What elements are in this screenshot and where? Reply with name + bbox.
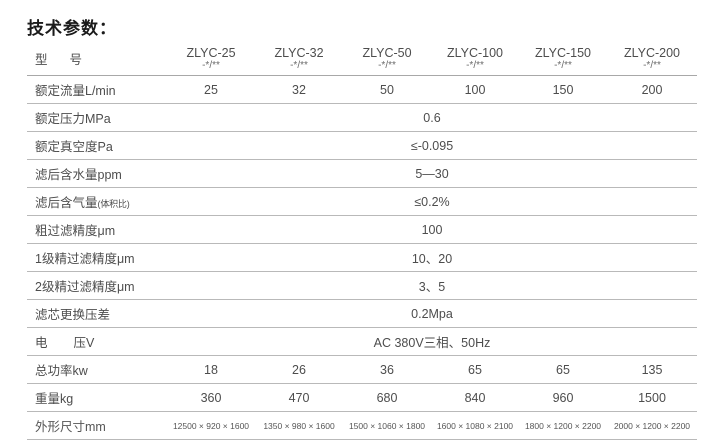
- value-cell: 1500 × 1060 × 1800: [343, 411, 431, 440]
- row-label: 1级精过滤精度μm: [27, 243, 167, 272]
- value-cell: 1600 × 1080 × 2100: [431, 411, 519, 440]
- table-row: 粗过滤精度μm 100: [27, 215, 697, 244]
- merged-value-cell: 0.6: [167, 103, 697, 132]
- model-name: ZLYC-25: [186, 45, 236, 60]
- table-header-row: 型号 ZLYC-25 -*/** ZLYC-32 -*/** ZLYC-50 -*/** ZL…: [27, 41, 697, 76]
- header-model-label: 型号: [27, 41, 167, 76]
- value-cell: 470: [255, 383, 343, 412]
- model-name: ZLYC-150: [534, 45, 592, 60]
- value-cell: 18: [167, 355, 255, 384]
- model-suffix: -*/**: [290, 59, 308, 71]
- row-label: 电 压V: [27, 327, 167, 356]
- table-row: 电 压V AC 380V三相、50Hz: [27, 327, 697, 356]
- table-row: 滤后含气量(体积比) ≤0.2%: [27, 187, 697, 216]
- merged-value-cell: 0.2Mpa: [167, 299, 697, 328]
- row-label: 外形尺寸mm: [27, 411, 167, 440]
- row-label: 滤芯更换压差: [27, 299, 167, 328]
- value-cell: 1500: [607, 383, 697, 412]
- row-label-text: 额定真空度Pa: [35, 140, 113, 154]
- header-model-label-right: 号: [69, 52, 83, 67]
- table-row: 重量kg 360 470 680 840 960 1500: [27, 383, 697, 412]
- model-name: ZLYC-50: [362, 45, 412, 60]
- value-cell: 960: [519, 383, 607, 412]
- model-suffix: -*/**: [378, 59, 396, 71]
- row-label-right: 压V: [73, 336, 95, 350]
- model-suffix: -*/**: [202, 59, 220, 71]
- model-header-cell: ZLYC-32 -*/**: [255, 41, 343, 76]
- row-label-text: 粗过滤精度μm: [35, 224, 116, 238]
- table-row: 额定流量L/min 25 32 50 100 150 200: [27, 75, 697, 104]
- table-row: 1级精过滤精度μm 10、20: [27, 243, 697, 272]
- model-name: ZLYC-200: [623, 45, 681, 60]
- value-cell: 200: [607, 75, 697, 104]
- row-label: 重量kg: [27, 383, 167, 412]
- row-label-text: 1级精过滤精度μm: [35, 252, 135, 266]
- row-label: 2级精过滤精度μm: [27, 271, 167, 300]
- table-row: 额定压力MPa 0.6: [27, 103, 697, 132]
- merged-value-cell: 3、5: [167, 271, 697, 300]
- merged-value-cell: 10、20: [167, 243, 697, 272]
- model-name: ZLYC-100: [446, 45, 504, 60]
- row-label-text: 总功率kw: [35, 364, 88, 378]
- model-header-cell: ZLYC-100 -*/**: [431, 41, 519, 76]
- row-label-text: 外形尺寸mm: [35, 420, 106, 434]
- model-suffix: -*/**: [554, 59, 572, 71]
- row-label-text: 2级精过滤精度μm: [35, 280, 135, 294]
- technical-parameters-table: 型号 ZLYC-25 -*/** ZLYC-32 -*/** ZLYC-50 -*/** ZL…: [27, 41, 697, 440]
- merged-value-cell: ≤-0.095: [167, 131, 697, 160]
- model-suffix: -*/**: [643, 59, 661, 71]
- row-label: 额定真空度Pa: [27, 131, 167, 160]
- value-cell: 32: [255, 75, 343, 104]
- table-row: 滤后含水量ppm 5—30: [27, 159, 697, 188]
- row-label: 额定流量L/min: [27, 75, 167, 104]
- merged-value-cell: ≤0.2%: [167, 187, 697, 216]
- row-label: 滤后含水量ppm: [27, 159, 167, 188]
- page-title: 技术参数：: [27, 19, 117, 38]
- row-label-left: 电: [35, 336, 48, 350]
- value-cell: 680: [343, 383, 431, 412]
- row-label-text: 重量kg: [35, 392, 74, 406]
- table-row: 总功率kw 18 26 36 65 65 135: [27, 355, 697, 384]
- table-row: 外形尺寸mm 12500 × 920 × 1600 1350 × 980 × 160…: [27, 411, 697, 440]
- table-row: 额定真空度Pa ≤-0.095: [27, 131, 697, 160]
- value-cell: 26: [255, 355, 343, 384]
- model-suffix: -*/**: [466, 59, 484, 71]
- model-name: ZLYC-32: [274, 45, 324, 60]
- model-header-cell: ZLYC-25 -*/**: [167, 41, 255, 76]
- merged-value-cell: 100: [167, 215, 697, 244]
- value-cell: 1800 × 1200 × 2200: [519, 411, 607, 440]
- row-label-text: 额定压力MPa: [35, 112, 111, 126]
- row-label-sub: (体积比): [97, 199, 130, 209]
- model-header-cell: ZLYC-200 -*/**: [607, 41, 697, 76]
- row-label: 总功率kw: [27, 355, 167, 384]
- value-cell: 65: [519, 355, 607, 384]
- value-cell: 1350 × 980 × 1600: [255, 411, 343, 440]
- value-cell: 135: [607, 355, 697, 384]
- merged-value-cell: AC 380V三相、50Hz: [167, 327, 697, 356]
- header-model-label-left: 型: [35, 52, 48, 67]
- value-cell: 100: [431, 75, 519, 104]
- row-label-text: 滤后含水量ppm: [35, 168, 122, 182]
- value-cell: 65: [431, 355, 519, 384]
- row-label: 滤后含气量(体积比): [27, 187, 167, 216]
- row-label: 粗过滤精度μm: [27, 215, 167, 244]
- value-cell: 150: [519, 75, 607, 104]
- row-label-text: 额定流量L/min: [35, 84, 116, 98]
- value-cell: 25: [167, 75, 255, 104]
- row-label: 额定压力MPa: [27, 103, 167, 132]
- row-label-text: 滤后含气量: [35, 196, 98, 210]
- merged-value-cell: 5—30: [167, 159, 697, 188]
- table-row: 2级精过滤精度μm 3、5: [27, 271, 697, 300]
- value-cell: 2000 × 1200 × 2200: [607, 411, 697, 440]
- value-cell: 50: [343, 75, 431, 104]
- model-header-cell: ZLYC-150 -*/**: [519, 41, 607, 76]
- value-cell: 36: [343, 355, 431, 384]
- model-header-cell: ZLYC-50 -*/**: [343, 41, 431, 76]
- value-cell: 12500 × 920 × 1600: [167, 411, 255, 440]
- row-label-text: 滤芯更换压差: [35, 308, 111, 322]
- table-row: 滤芯更换压差 0.2Mpa: [27, 299, 697, 328]
- value-cell: 360: [167, 383, 255, 412]
- value-cell: 840: [431, 383, 519, 412]
